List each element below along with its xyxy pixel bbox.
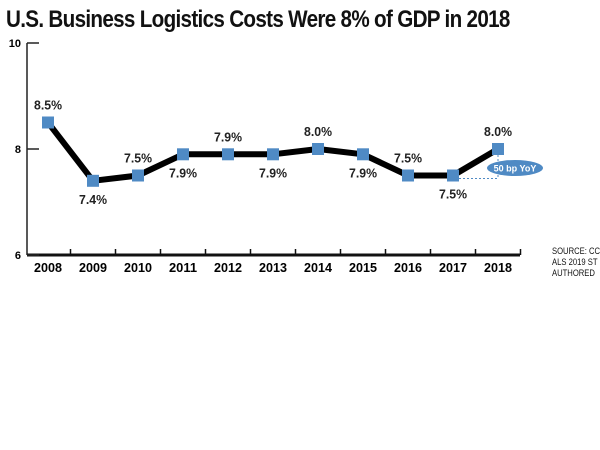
data-label: 7.5% bbox=[439, 188, 467, 202]
annotation-badge bbox=[487, 160, 543, 176]
data-point bbox=[357, 148, 369, 161]
data-point bbox=[177, 148, 189, 161]
y-tick-label: 8 bbox=[15, 144, 21, 156]
data-point bbox=[312, 143, 324, 155]
chart-title: U.S. Business Logistics Costs Were 8% of… bbox=[6, 6, 510, 33]
data-point bbox=[402, 169, 414, 182]
x-tick-label: 2018 bbox=[484, 261, 512, 275]
x-tick-label: 2009 bbox=[79, 261, 107, 275]
x-tick-label: 2010 bbox=[124, 261, 152, 275]
y-tick-label: 10 bbox=[9, 38, 21, 50]
data-point bbox=[267, 148, 279, 161]
data-label: 7.9% bbox=[259, 166, 287, 180]
data-label: 7.5% bbox=[394, 152, 422, 166]
data-point bbox=[42, 116, 54, 129]
data-label: 7.9% bbox=[169, 166, 197, 180]
x-tick-label: 2008 bbox=[34, 261, 62, 275]
data-point bbox=[132, 169, 144, 182]
data-label: 7.4% bbox=[79, 193, 107, 207]
x-tick-label: 2017 bbox=[439, 261, 467, 275]
x-tick-label: 2016 bbox=[394, 261, 422, 275]
y-tick-label: 6 bbox=[15, 250, 21, 262]
data-label: 7.9% bbox=[214, 130, 242, 144]
data-label: 8.0% bbox=[304, 125, 332, 139]
data-point bbox=[87, 174, 99, 187]
data-label: 7.9% bbox=[349, 166, 377, 180]
data-point bbox=[222, 148, 234, 161]
data-point bbox=[492, 143, 504, 155]
data-label: 8.0% bbox=[484, 125, 512, 139]
data-label: 8.5% bbox=[34, 99, 62, 113]
source-line-1: SOURCE: CC bbox=[552, 246, 600, 256]
source-line-3: AUTHORED bbox=[552, 268, 595, 278]
data-point bbox=[447, 169, 459, 182]
annotation-text: 50 bp YoY bbox=[494, 164, 537, 174]
x-tick-label: 2012 bbox=[214, 261, 242, 275]
source-line-2: ALS 2019 ST bbox=[552, 257, 598, 267]
x-tick-label: 2011 bbox=[169, 261, 197, 275]
x-tick-label: 2015 bbox=[349, 261, 377, 275]
x-tick-label: 2013 bbox=[259, 261, 287, 275]
data-label: 7.5% bbox=[124, 152, 152, 166]
x-tick-label: 2014 bbox=[304, 261, 332, 275]
